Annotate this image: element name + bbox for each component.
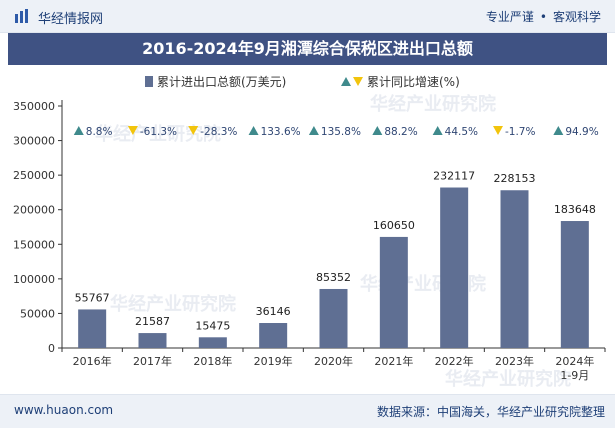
bar [78, 309, 107, 348]
chart-title: 2016-2024年9月湘潭综合保税区进出口总额 [8, 33, 607, 65]
bar [379, 236, 408, 348]
bar-value-label: 232117 [433, 170, 475, 183]
y-tick-label: 0 [48, 342, 55, 355]
x-tick-label: 2018年 [193, 354, 232, 368]
y-tick-label: 350000 [13, 100, 55, 113]
legend-bar-swatch-icon [145, 76, 153, 87]
x-tick-label: 2023年 [495, 354, 534, 368]
header-bar: 华经情报网 专业严谨 • 客观科学 [0, 0, 615, 33]
bar [500, 190, 529, 348]
growth-rate-label: 44.5% [445, 126, 478, 138]
x-tick-label: 2022年 [435, 354, 474, 368]
bar [138, 333, 167, 348]
y-tick-label: 300000 [13, 135, 55, 148]
growth-down-triangle-icon [188, 126, 199, 135]
bar-value-label: 15475 [195, 319, 230, 332]
tagline: 专业严谨 • 客观科学 [486, 8, 601, 25]
y-tick-label: 150000 [13, 238, 55, 251]
bar [259, 323, 288, 348]
bar-value-label: 228153 [494, 172, 536, 185]
x-tick-label: 2017年 [133, 354, 172, 368]
bar [440, 187, 469, 348]
bars: 55767 21587 15475 36146 85352 160650 232117 228… [75, 170, 596, 348]
growth-up-triangle-icon [432, 126, 443, 135]
growth-rate-label: 8.8% [86, 126, 113, 138]
bar [319, 288, 348, 348]
source-note: 数据来源：中国海关，华经产业研究院整理 [376, 405, 605, 419]
bar-value-label: 85352 [316, 271, 351, 284]
brand-name: 华经情报网 [38, 12, 104, 27]
watermark-text: 华经产业研究院 [110, 293, 236, 315]
bar-value-label: 160650 [373, 219, 415, 232]
growth-rate-label: 133.6% [261, 126, 301, 138]
watermark-text: 华经产业研究院 [445, 368, 571, 390]
tagline-left: 专业严谨 [485, 10, 534, 24]
growth-rate-label: 94.9% [565, 126, 598, 138]
growth-up-triangle-icon [372, 126, 383, 135]
site-url: www.huaon.com [14, 403, 114, 417]
legend: 累计进出口总额(万美元) 累计同比增速(%) [145, 75, 460, 89]
x-tick-label: 2020年 [314, 354, 353, 368]
growth-up-triangle-icon [553, 126, 564, 135]
separator-dot-icon: • [539, 10, 547, 24]
logo-icon [15, 9, 28, 23]
growth-up-triangle-icon [248, 126, 259, 135]
legend-up-triangle-icon [341, 77, 351, 86]
y-tick-label: 250000 [13, 169, 55, 182]
growth-rate-label: 88.2% [384, 126, 417, 138]
y-axis: 0 50000 100000 150000 200000 250000 300000 3500… [13, 100, 63, 355]
watermark-text: 华经产业研究院 [95, 123, 221, 145]
y-tick-label: 50000 [20, 307, 55, 320]
legend-growth-label: 累计同比增速(%) [367, 75, 460, 89]
growth-up-triangle-icon [308, 126, 319, 135]
footer-bar: www.huaon.com 数据来源：中国海关，华经产业研究院整理 [0, 394, 615, 428]
tagline-right: 客观科学 [552, 10, 601, 24]
bar-value-label: 183648 [554, 203, 596, 216]
growth-up-triangle-icon [73, 126, 84, 135]
watermark-text: 华经产业研究院 [370, 93, 496, 115]
growth-rate-label: -28.3% [200, 126, 237, 138]
growth-down-triangle-icon [493, 126, 503, 135]
bar [198, 337, 227, 348]
y-tick-label: 200000 [13, 204, 55, 217]
bar-value-label: 55767 [75, 291, 110, 304]
bar [560, 221, 589, 348]
bar-value-label: 21587 [135, 315, 170, 328]
x-tick-label: 2019年 [254, 354, 293, 368]
x-tick-label: 2016年 [73, 354, 112, 368]
growth-down-triangle-icon [127, 126, 138, 135]
growth-rate-label: 135.8% [321, 126, 361, 138]
legend-bar-label: 累计进出口总额(万美元) [157, 75, 286, 89]
y-tick-label: 100000 [13, 273, 55, 286]
bar-value-label: 36146 [256, 305, 291, 318]
growth-rate-label: -61.3% [140, 126, 177, 138]
x-tick-label: 2024年 1-9月 [555, 354, 594, 382]
x-tick-label: 2021年 [374, 354, 413, 368]
growth-labels: 8.8% -61.3% -28.3% 133.6% 135.8% 88.2% 44.5% -1… [73, 126, 599, 138]
growth-rate-label: -1.7% [505, 126, 535, 138]
legend-down-triangle-icon [353, 77, 363, 86]
